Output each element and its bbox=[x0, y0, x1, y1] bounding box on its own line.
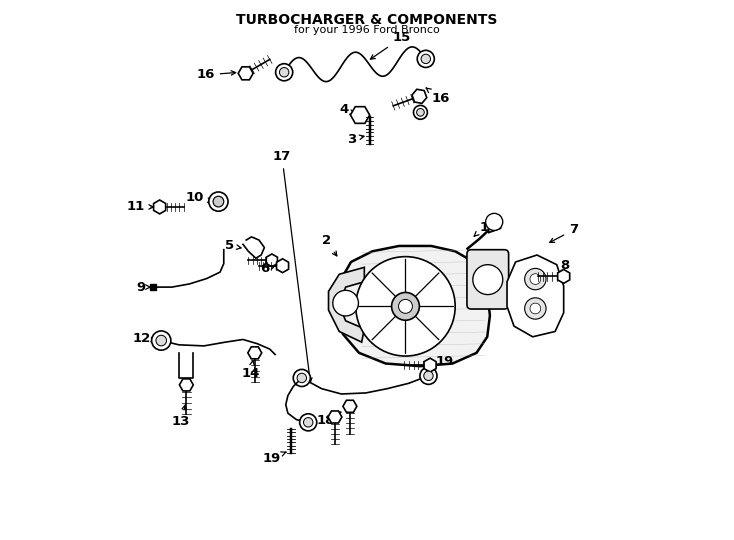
Text: 9: 9 bbox=[136, 281, 151, 294]
Circle shape bbox=[333, 291, 358, 316]
Text: 12: 12 bbox=[132, 332, 156, 345]
Circle shape bbox=[486, 213, 503, 231]
Circle shape bbox=[297, 373, 307, 383]
Text: 15: 15 bbox=[371, 31, 411, 59]
Polygon shape bbox=[412, 89, 426, 103]
Circle shape bbox=[530, 274, 541, 285]
Circle shape bbox=[299, 414, 317, 431]
Text: 16: 16 bbox=[196, 69, 236, 82]
Polygon shape bbox=[350, 107, 370, 123]
Polygon shape bbox=[507, 255, 564, 337]
Circle shape bbox=[525, 268, 546, 290]
Text: for your 1996 Ford Bronco: for your 1996 Ford Bronco bbox=[294, 25, 440, 35]
Circle shape bbox=[420, 367, 437, 384]
Polygon shape bbox=[424, 358, 436, 372]
Text: 13: 13 bbox=[172, 405, 190, 428]
Polygon shape bbox=[248, 347, 262, 359]
FancyBboxPatch shape bbox=[467, 249, 509, 309]
Polygon shape bbox=[153, 200, 166, 214]
Polygon shape bbox=[329, 267, 364, 342]
Polygon shape bbox=[328, 411, 342, 423]
Polygon shape bbox=[239, 67, 253, 80]
Text: 18: 18 bbox=[316, 412, 341, 427]
Polygon shape bbox=[277, 259, 288, 273]
Text: 5: 5 bbox=[225, 239, 241, 252]
Circle shape bbox=[399, 299, 413, 313]
Text: 11: 11 bbox=[127, 200, 153, 213]
Text: 17: 17 bbox=[273, 150, 312, 382]
Circle shape bbox=[473, 265, 503, 295]
Text: 6: 6 bbox=[261, 262, 275, 275]
Circle shape bbox=[525, 298, 546, 319]
Circle shape bbox=[294, 369, 310, 387]
Polygon shape bbox=[179, 379, 193, 391]
Text: 14: 14 bbox=[241, 361, 260, 380]
Text: 7: 7 bbox=[550, 224, 578, 242]
Circle shape bbox=[417, 109, 424, 116]
Text: 19: 19 bbox=[262, 451, 286, 464]
Polygon shape bbox=[488, 217, 501, 233]
Text: 19: 19 bbox=[432, 355, 454, 368]
Polygon shape bbox=[338, 246, 490, 366]
Circle shape bbox=[303, 417, 313, 427]
Text: 3: 3 bbox=[347, 132, 364, 146]
Circle shape bbox=[391, 293, 419, 320]
Circle shape bbox=[152, 331, 171, 350]
Polygon shape bbox=[266, 254, 277, 267]
Text: 2: 2 bbox=[321, 234, 337, 256]
Circle shape bbox=[421, 54, 431, 64]
Circle shape bbox=[213, 196, 224, 207]
Circle shape bbox=[156, 335, 167, 346]
Circle shape bbox=[275, 64, 293, 81]
Circle shape bbox=[413, 105, 427, 119]
Circle shape bbox=[424, 371, 433, 381]
Circle shape bbox=[530, 303, 541, 314]
Text: 8: 8 bbox=[561, 259, 570, 275]
Text: 4: 4 bbox=[339, 103, 355, 116]
Polygon shape bbox=[343, 400, 357, 413]
Polygon shape bbox=[558, 269, 570, 284]
Circle shape bbox=[417, 50, 435, 68]
Text: 16: 16 bbox=[426, 88, 449, 105]
Circle shape bbox=[280, 68, 289, 77]
Text: TURBOCHARGER & COMPONENTS: TURBOCHARGER & COMPONENTS bbox=[236, 14, 498, 28]
Circle shape bbox=[356, 256, 455, 356]
Text: 1: 1 bbox=[474, 221, 488, 237]
Circle shape bbox=[208, 192, 228, 211]
Text: 10: 10 bbox=[186, 191, 212, 204]
